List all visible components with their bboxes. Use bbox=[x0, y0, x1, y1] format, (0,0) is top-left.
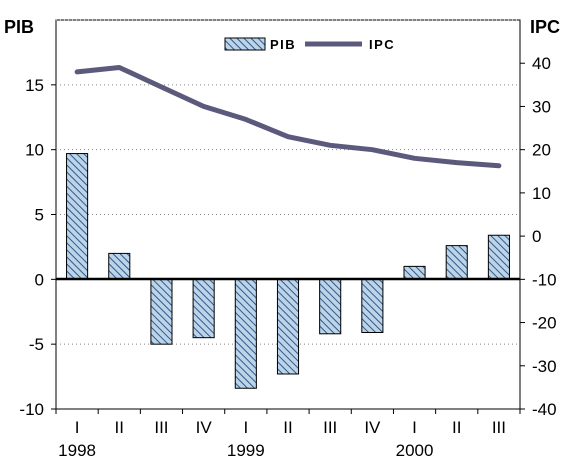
pib-bar bbox=[234, 278, 257, 389]
left-tick-label: 15 bbox=[25, 76, 44, 95]
right-tick-label: -30 bbox=[532, 357, 557, 376]
pib-bars bbox=[66, 153, 510, 389]
pib-bar bbox=[150, 278, 173, 345]
x-tick-label: II bbox=[452, 418, 461, 437]
x-tick-label: I bbox=[75, 418, 80, 437]
pib-bar bbox=[66, 153, 89, 280]
right-axis-ticks: -40 -30 -20 -10 0 10 20 30 40 bbox=[520, 54, 557, 419]
right-axis-title: IPC bbox=[530, 17, 560, 37]
right-tick-label: 30 bbox=[532, 97, 551, 116]
x-tick-label: II bbox=[283, 418, 292, 437]
pib-bar bbox=[403, 265, 426, 280]
pib-bar bbox=[276, 278, 300, 375]
left-tick-label: -10 bbox=[19, 400, 44, 419]
right-tick-label: 10 bbox=[532, 184, 551, 203]
legend-pib-label: PIB bbox=[270, 37, 296, 52]
x-tick-label: III bbox=[154, 418, 168, 437]
pib-bar bbox=[445, 245, 468, 280]
left-tick-label: 10 bbox=[25, 141, 44, 160]
left-axis-title: PIB bbox=[4, 17, 34, 37]
legend-pib-swatch bbox=[224, 37, 266, 51]
x-tick-label: I bbox=[243, 418, 248, 437]
left-tick-label: 0 bbox=[35, 270, 44, 289]
x-tick-label: I bbox=[412, 418, 417, 437]
legend-ipc-label: IPC bbox=[369, 37, 395, 52]
right-tick-label: 20 bbox=[532, 141, 551, 160]
x-tick-label: III bbox=[323, 418, 337, 437]
x-axis-ticks: I II III IV I II III IV I II III bbox=[55, 409, 521, 437]
legend: PIB IPC bbox=[224, 37, 395, 52]
right-tick-label: -40 bbox=[532, 400, 557, 419]
left-axis-ticks: -10 -5 0 5 10 15 bbox=[19, 76, 56, 419]
year-label: 1999 bbox=[227, 441, 265, 459]
x-tick-label: III bbox=[492, 418, 506, 437]
year-label: 1998 bbox=[58, 441, 96, 459]
year-labels: 1998 1999 2000 bbox=[58, 441, 434, 460]
right-tick-label: -20 bbox=[532, 314, 557, 333]
right-tick-label: 0 bbox=[532, 227, 541, 246]
x-tick-label: IV bbox=[364, 418, 381, 437]
pib-bar bbox=[192, 278, 215, 339]
x-tick-label: IV bbox=[196, 418, 213, 437]
pib-bar bbox=[487, 234, 510, 280]
pib-bar bbox=[361, 278, 384, 333]
pib-bar bbox=[319, 278, 342, 335]
pib-bar bbox=[108, 252, 131, 280]
year-label: 2000 bbox=[396, 441, 434, 459]
right-tick-label: -10 bbox=[532, 270, 557, 289]
right-tick-label: 40 bbox=[532, 54, 551, 73]
x-tick-label: II bbox=[115, 418, 124, 437]
left-tick-label: 5 bbox=[35, 206, 44, 225]
ipc-line bbox=[74, 65, 502, 169]
left-tick-label: -5 bbox=[29, 335, 44, 354]
